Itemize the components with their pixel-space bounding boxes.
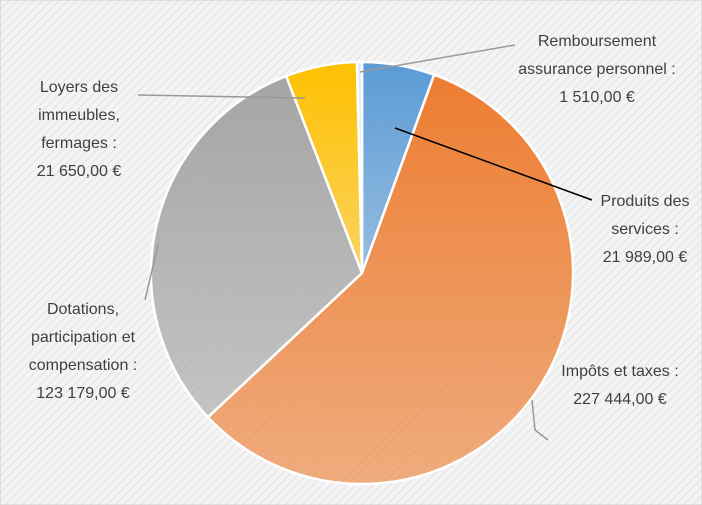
leader-line — [137, 94, 306, 99]
data-label: Produits des services :21 989,00 € — [600, 193, 690, 266]
leader-line — [394, 127, 593, 201]
leader-line — [144, 244, 159, 301]
pie-slice — [355, 60, 364, 274]
data-label: Remboursement assurance personnel :1 510… — [518, 33, 676, 106]
pie-slice — [149, 74, 364, 419]
pie-slice — [206, 73, 575, 486]
leader-line — [531, 399, 549, 441]
data-label: Loyers des immeubles, fermages :21 650,0… — [36, 79, 122, 180]
data-label: Dotations, participation et compensation… — [28, 301, 138, 402]
leader-line — [359, 44, 516, 73]
data-label: Impôts et taxes :227 444,00 € — [561, 363, 679, 408]
